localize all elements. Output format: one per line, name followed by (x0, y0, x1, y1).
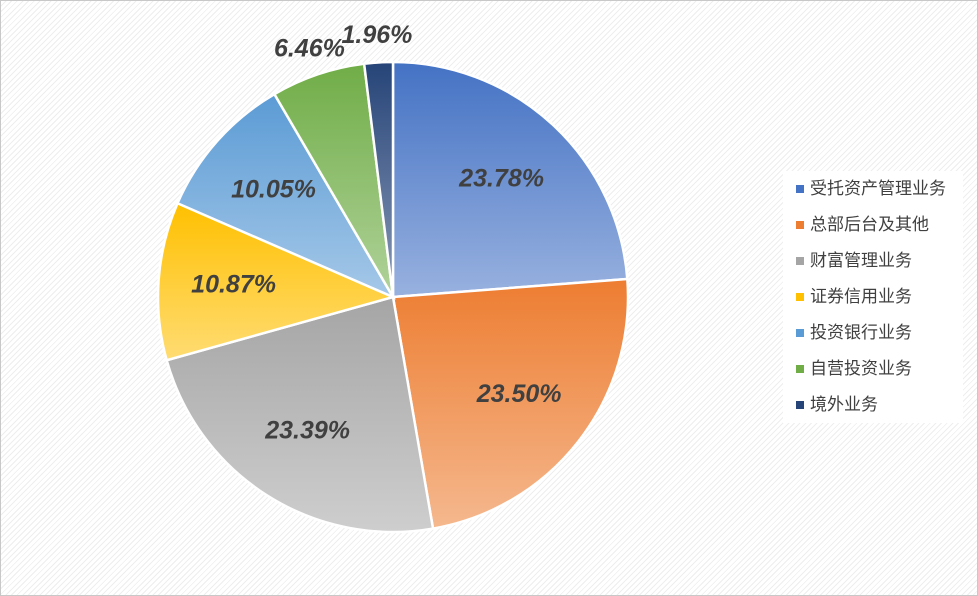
data-label: 23.39% (264, 417, 350, 445)
data-label: 6.46% (274, 34, 345, 62)
legend-label: 总部后台及其他 (810, 215, 929, 235)
pie-slice (165, 295, 435, 534)
data-label: 1.96% (341, 21, 412, 49)
legend-label: 自营投资业务 (810, 359, 912, 379)
pie-slice (362, 60, 395, 298)
legend-swatch (796, 329, 804, 337)
legend-label: 证券信用业务 (810, 287, 912, 307)
data-label: 23.50% (476, 380, 562, 408)
legend-swatch (796, 401, 804, 409)
data-label: 10.87% (191, 271, 276, 299)
legend-label: 境外业务 (810, 395, 878, 415)
data-label: 23.78% (458, 164, 544, 192)
legend-label: 财富管理业务 (810, 251, 912, 271)
pie-slice (156, 201, 397, 362)
data-label: 10.05% (231, 176, 316, 204)
legend-label: 投资银行业务 (810, 323, 912, 343)
legend-swatch (796, 257, 804, 265)
legend-swatch (796, 365, 804, 373)
legend-swatch (796, 185, 804, 193)
legend-swatch (796, 221, 804, 229)
legend-box (783, 171, 963, 423)
pie-slice (391, 60, 629, 299)
pie-slice (175, 92, 397, 300)
pie-slice (391, 277, 630, 531)
legend-swatch (796, 293, 804, 301)
legend-label: 受托资产管理业务 (810, 179, 946, 199)
